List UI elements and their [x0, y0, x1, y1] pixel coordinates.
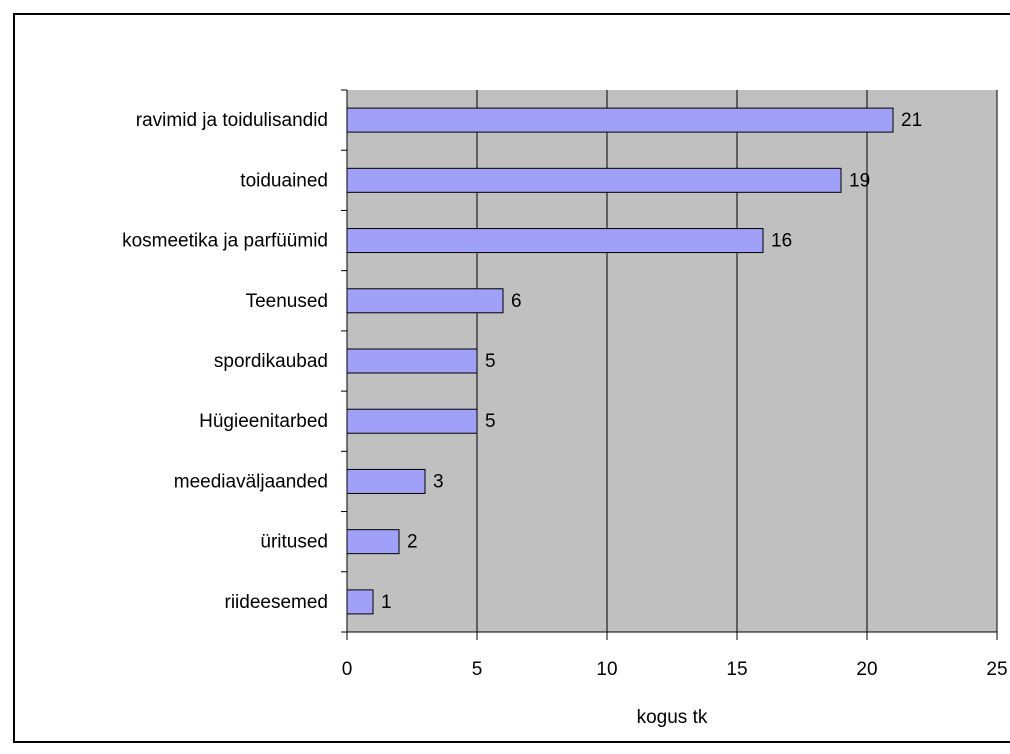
data-label: 3	[433, 471, 444, 492]
y-tick-label: riideesemed	[225, 592, 329, 613]
bar	[346, 408, 478, 434]
y-tick-label: Hügieenitarbed	[199, 411, 328, 432]
y-tick-label: ravimid ja toidulisandid	[136, 110, 328, 131]
x-axis-title: kogus tk	[637, 707, 708, 728]
data-label: 6	[511, 291, 522, 312]
data-label: 5	[485, 411, 496, 432]
y-tick-label: kosmeetika ja parfüümid	[122, 231, 328, 252]
bar	[346, 107, 894, 133]
x-tick-label: 25	[986, 659, 1007, 680]
y-tick-label: üritused	[260, 532, 328, 553]
bar	[346, 589, 374, 615]
data-label: 1	[381, 592, 392, 613]
y-tick-label: spordikaubad	[214, 351, 328, 372]
x-tick-label: 0	[342, 659, 353, 680]
bar	[346, 468, 426, 494]
x-tick-label: 5	[472, 659, 483, 680]
bar	[346, 228, 764, 254]
data-label: 16	[771, 231, 792, 252]
bar	[346, 529, 400, 555]
data-label: 5	[485, 351, 496, 372]
data-label: 2	[407, 532, 418, 553]
bar	[346, 288, 504, 314]
data-label: 19	[849, 170, 870, 191]
data-label: 21	[901, 110, 922, 131]
x-tick-label: 15	[726, 659, 747, 680]
bar	[346, 348, 478, 374]
bar	[346, 167, 842, 193]
x-tick-label: 20	[856, 659, 877, 680]
y-tick-label: meediaväljaanded	[174, 471, 328, 492]
y-tick-label: toiduained	[240, 170, 328, 191]
y-tick-label: Teenused	[246, 291, 328, 312]
x-tick-label: 10	[596, 659, 617, 680]
